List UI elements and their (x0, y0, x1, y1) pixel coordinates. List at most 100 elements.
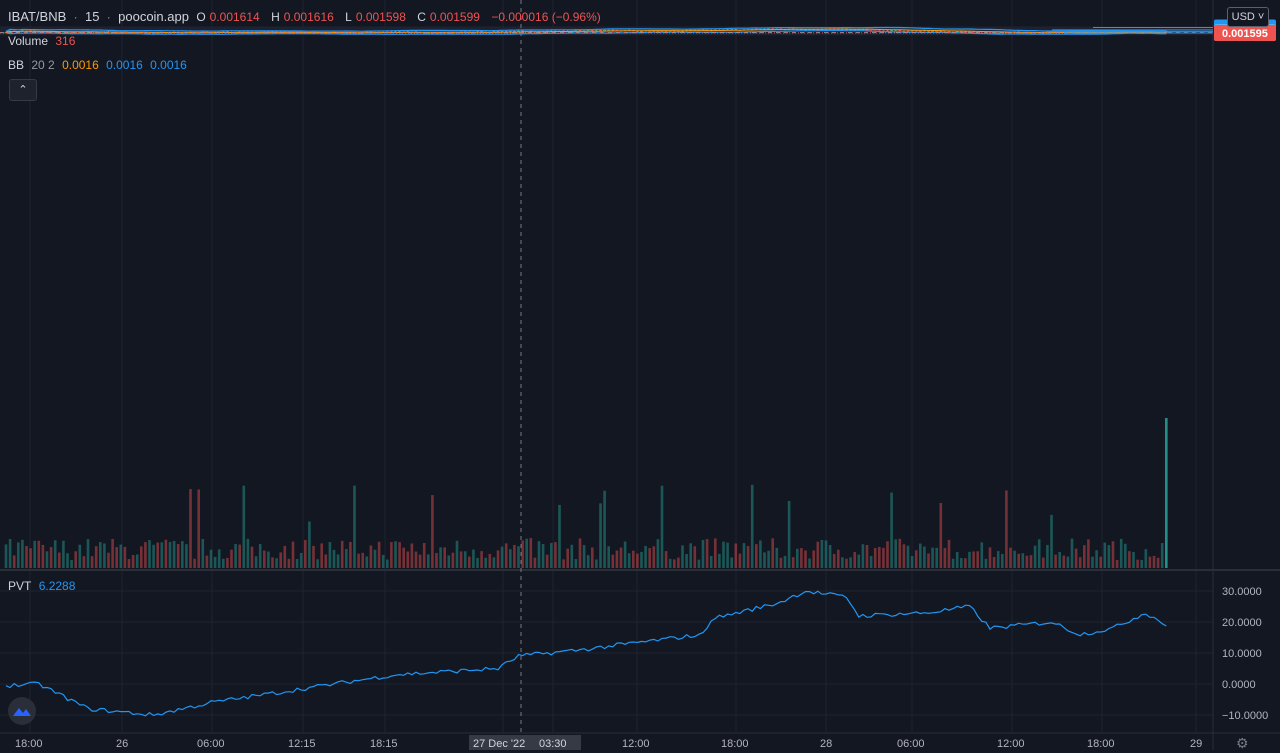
candle (603, 29, 607, 31)
volume-bar (459, 551, 463, 568)
volume-bar (1132, 552, 1135, 568)
candle-body (1029, 32, 1033, 34)
volume-bar (623, 541, 627, 568)
volume-bar (127, 559, 131, 568)
candle-body (607, 29, 611, 31)
volume-bar (1037, 539, 1041, 568)
time-axis-tick: 29 (1190, 738, 1202, 750)
volume-bar (910, 555, 914, 568)
candle (947, 31, 951, 33)
volume-bar (246, 538, 250, 568)
volume-bar (213, 556, 217, 568)
candle-body (422, 32, 426, 34)
candle (754, 28, 758, 30)
volume-bar (242, 485, 246, 568)
legend-separator: · (106, 10, 111, 24)
volume-bar (82, 556, 86, 568)
volume-bar (349, 541, 352, 568)
candle-body (1037, 32, 1041, 34)
volume-bar (1033, 545, 1037, 568)
candle-body (865, 29, 869, 31)
bb-upper-value: 0.0016 (106, 58, 143, 72)
candle-body (849, 29, 853, 31)
volume-bar (1054, 554, 1057, 568)
volume-bar (857, 554, 861, 568)
volume-bar (677, 557, 680, 568)
chevron-down-icon: ˅ (1254, 11, 1265, 23)
volume-bar (808, 558, 811, 568)
volume-bar (172, 540, 176, 568)
volume-bar (53, 540, 57, 568)
volume-bar (771, 538, 774, 568)
ohlc-low: L 0.001598 (345, 10, 410, 24)
volume-bar (201, 538, 205, 568)
crosshair-time-box (469, 735, 581, 750)
volume-bar (878, 546, 881, 568)
candle-body (656, 30, 660, 32)
volume-bar (951, 558, 955, 568)
volume-bar (689, 543, 692, 568)
volume-bar (845, 558, 848, 568)
pvt-value: 6.2288 (38, 579, 76, 593)
volume-bar (111, 538, 114, 568)
volume-bar (25, 546, 28, 568)
volume-bar (287, 558, 291, 568)
volume-bar (17, 542, 20, 568)
candle-body (570, 31, 574, 33)
volume-bar (1148, 556, 1152, 568)
volume-bar (824, 540, 828, 568)
volume-bar (783, 555, 787, 568)
volume-bar (205, 555, 209, 568)
volume-bar (189, 489, 192, 568)
candle-body (890, 30, 894, 32)
volume-bar (316, 559, 319, 568)
currency-button[interactable]: USD ˅ (1227, 7, 1269, 27)
volume-bar (714, 538, 717, 568)
candle-body (886, 30, 889, 32)
volume-bar (394, 541, 397, 568)
volume-label: Volume (8, 34, 49, 48)
volume-bar (488, 553, 492, 568)
candle-body (512, 31, 516, 33)
candle-body (681, 30, 684, 32)
volume-bar (763, 552, 766, 568)
candle-body (521, 30, 525, 32)
volume-bar (566, 548, 569, 568)
volume-bar (1066, 556, 1070, 568)
volume-bar (70, 559, 73, 568)
volume-bar (427, 554, 430, 568)
volume-bar (570, 544, 574, 568)
volume-bar (217, 549, 221, 568)
volume-bar (160, 542, 164, 568)
volume-bar (705, 539, 709, 568)
ohlc-open: O 0.001614 (196, 10, 263, 24)
volume-bar (734, 543, 738, 568)
candle-body (955, 31, 959, 33)
tradingview-logo[interactable] (8, 697, 36, 725)
volume-bar (890, 492, 893, 568)
candle-body (660, 30, 664, 32)
volume-bar (722, 541, 725, 568)
candle (611, 29, 615, 31)
volume-bar (4, 544, 8, 568)
volume-bar (373, 549, 377, 568)
volume-bar (972, 551, 975, 568)
volume-bar (1124, 543, 1127, 568)
volume-bar (181, 541, 184, 568)
candle-body (451, 32, 455, 34)
volume-bar (923, 546, 926, 568)
volume-bar (222, 558, 225, 568)
volume-bar (517, 546, 520, 568)
volume-bar (1107, 545, 1111, 568)
collapse-legend-button[interactable]: ⌃ (9, 79, 37, 101)
volume-bar (693, 546, 697, 568)
volume-bar (33, 540, 36, 568)
gear-icon[interactable]: ⚙ (1236, 735, 1249, 751)
volume-bar (509, 549, 512, 568)
candle (767, 28, 771, 30)
volume-bar (263, 550, 266, 568)
volume-bar (398, 542, 401, 568)
volume-bar (1029, 555, 1033, 568)
